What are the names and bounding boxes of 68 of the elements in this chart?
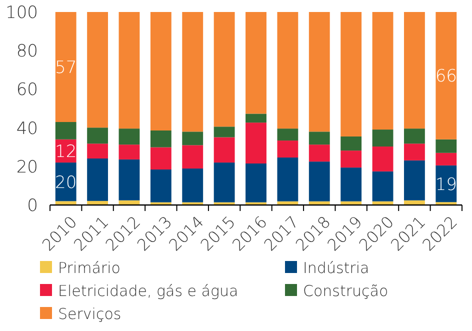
bar [214,137,235,163]
bar [55,122,76,140]
data-label: 19 [435,174,457,195]
y-tick-label: 60 [16,80,38,100]
bar [118,159,140,200]
data-label: 12 [55,142,77,162]
bar [182,145,204,169]
data-label: 20 [55,172,77,193]
bar [277,128,298,141]
legend-label: Eletricidade, gás e água [58,282,238,300]
bar [55,201,76,205]
bar [118,144,140,160]
bar [87,12,108,128]
bar [372,12,394,130]
bar [118,128,140,145]
bar [182,168,204,202]
bar [214,12,235,127]
y-tick-label: 0 [27,196,38,216]
bar [404,160,425,200]
bar [436,165,457,202]
bar [214,126,235,138]
bar [436,152,457,166]
bar [340,136,362,151]
bar [340,168,362,202]
legend-label: Indústria [303,259,370,277]
bar [182,12,204,132]
bar [277,140,298,158]
bar [214,162,235,202]
bar [150,130,172,148]
bar [308,12,330,132]
legend-label: Primário [58,259,120,277]
bar [372,146,394,172]
bar [277,12,298,129]
data-label: 66 [435,66,457,87]
bar [150,147,172,170]
bar [404,12,425,129]
bar [87,158,108,201]
bar [308,144,330,162]
bar [340,150,362,168]
bar [182,132,204,146]
y-tick-label: 100 [6,3,38,23]
bar [246,122,266,164]
legend-label: Construção [303,282,388,300]
bar [308,132,330,145]
y-tick-label: 40 [16,118,38,139]
bar [150,12,172,130]
bar [55,12,76,122]
legend-label: Serviços [58,305,122,323]
y-tick-label: 80 [16,42,38,62]
bar [436,12,457,140]
bar [372,171,394,202]
data-label: 57 [55,58,77,78]
bar [436,139,457,153]
bar [87,144,108,158]
bar [150,169,172,202]
bar [246,114,266,123]
bar [118,12,140,129]
bar [246,12,266,114]
y-tick-label: 20 [16,157,38,178]
bar [55,162,76,202]
bar [277,158,298,202]
bar [404,128,425,144]
bar [340,12,362,136]
bar [87,128,108,144]
bar [308,162,330,202]
bar [404,144,425,160]
bar [246,164,266,202]
bar [372,130,394,147]
